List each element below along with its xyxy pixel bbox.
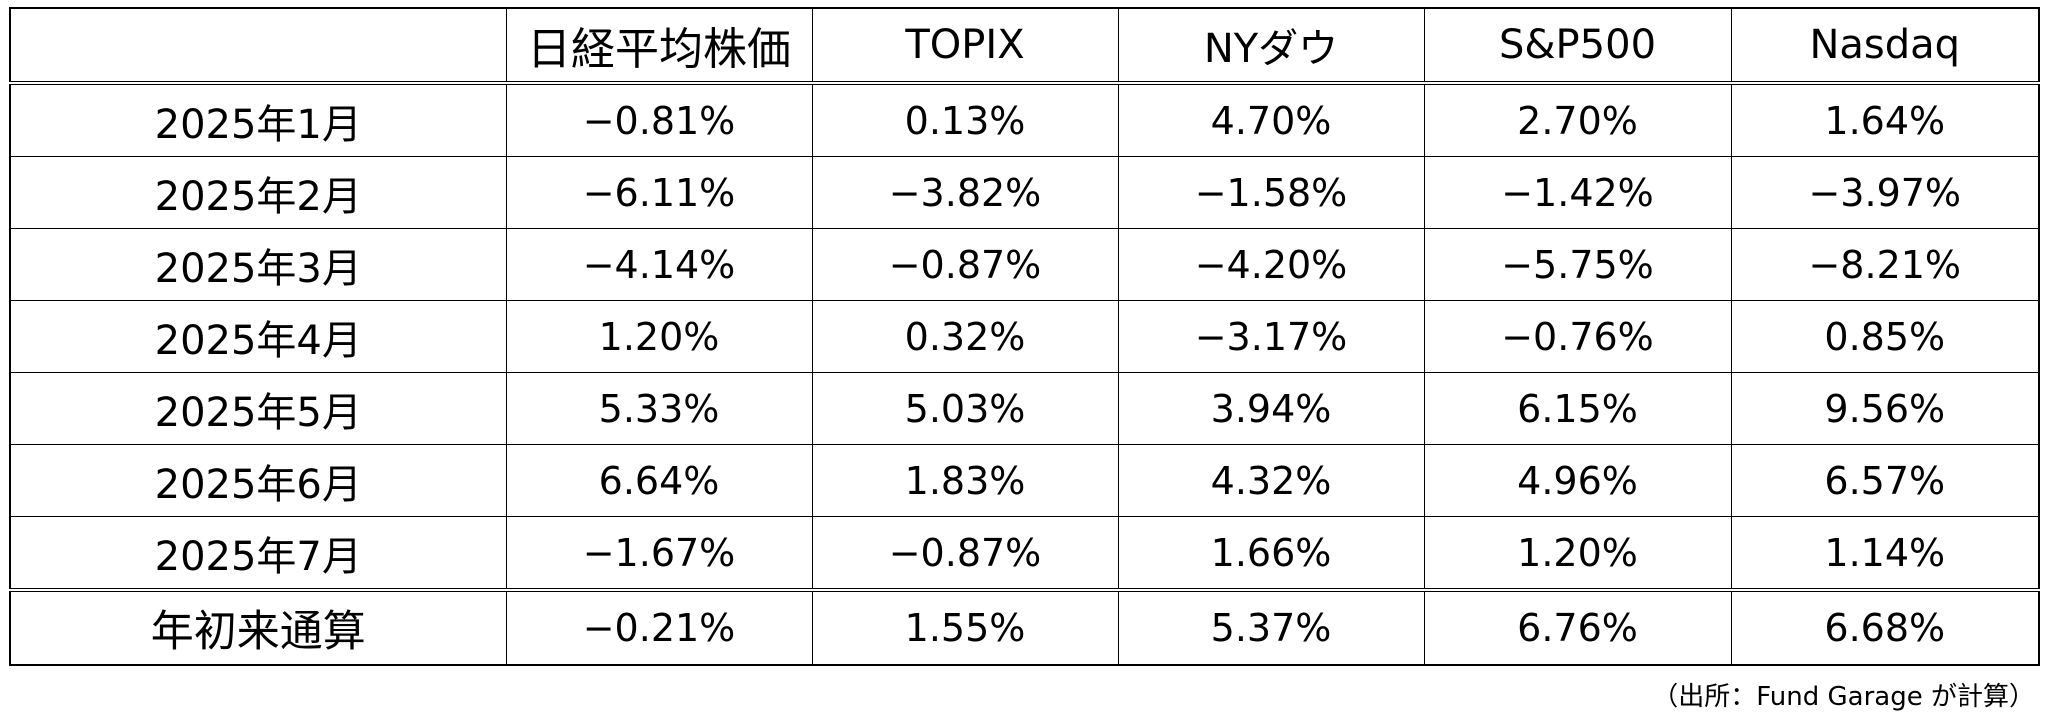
row-label: 2025年7月 <box>9 516 507 591</box>
header-sp500: S&P500 <box>1423 7 1732 84</box>
cell-ny-dow: 4.70% <box>1117 82 1425 157</box>
cell-nikkei: 6.64% <box>505 444 813 517</box>
cell-nasdaq: 9.56% <box>1730 372 2040 445</box>
cell-nasdaq: 0.85% <box>1730 300 2040 373</box>
row-label: 2025年5月 <box>9 372 507 445</box>
cell-sp500: −5.75% <box>1423 228 1732 301</box>
cell-ny-dow: −4.20% <box>1117 228 1425 301</box>
cell-topix: −0.87% <box>811 228 1119 301</box>
total-cell-ny-dow: 5.37% <box>1117 589 1425 666</box>
cell-topix: 0.13% <box>811 82 1119 157</box>
table-row: 2025年5月 5.33% 5.03% 3.94% 6.15% 9.56% <box>9 372 2040 445</box>
cell-sp500: 4.96% <box>1423 444 1732 517</box>
header-topix: TOPIX <box>811 7 1119 84</box>
cell-nasdaq: 1.64% <box>1730 82 2040 157</box>
cell-ny-dow: −1.58% <box>1117 156 1425 229</box>
header-nikkei: 日経平均株価 <box>505 7 813 84</box>
row-label: 2025年6月 <box>9 444 507 517</box>
total-row: 年初来通算 −0.21% 1.55% 5.37% 6.76% 6.68% <box>9 589 2040 666</box>
cell-nikkei: 5.33% <box>505 372 813 445</box>
cell-nikkei: 1.20% <box>505 300 813 373</box>
total-cell-sp500: 6.76% <box>1423 589 1732 666</box>
cell-ny-dow: 1.66% <box>1117 516 1425 591</box>
cell-nasdaq: −3.97% <box>1730 156 2040 229</box>
cell-topix: 0.32% <box>811 300 1119 373</box>
source-note: （出所：Fund Garage が計算） <box>1652 682 2035 712</box>
header-corner-cell <box>9 7 507 84</box>
row-label: 2025年2月 <box>9 156 507 229</box>
cell-ny-dow: 4.32% <box>1117 444 1425 517</box>
table-row: 2025年1月 −0.81% 0.13% 4.70% 2.70% 1.64% <box>9 82 2040 157</box>
cell-ny-dow: −3.17% <box>1117 300 1425 373</box>
row-label: 2025年1月 <box>9 82 507 157</box>
total-cell-nasdaq: 6.68% <box>1730 589 2040 666</box>
cell-nasdaq: 6.57% <box>1730 444 2040 517</box>
header-nasdaq: Nasdaq <box>1730 7 2040 84</box>
total-cell-topix: 1.55% <box>811 589 1119 666</box>
cell-nikkei: −4.14% <box>505 228 813 301</box>
returns-table-container: 日経平均株価 TOPIX NYダウ S&P500 Nasdaq 2025年1月 … <box>9 7 2040 666</box>
cell-nikkei: −6.11% <box>505 156 813 229</box>
table-row: 2025年4月 1.20% 0.32% −3.17% −0.76% 0.85% <box>9 300 2040 373</box>
cell-sp500: 6.15% <box>1423 372 1732 445</box>
cell-sp500: 1.20% <box>1423 516 1732 591</box>
row-label: 2025年3月 <box>9 228 507 301</box>
cell-sp500: −0.76% <box>1423 300 1732 373</box>
cell-sp500: 2.70% <box>1423 82 1732 157</box>
returns-table: 日経平均株価 TOPIX NYダウ S&P500 Nasdaq 2025年1月 … <box>9 7 2040 666</box>
table-row: 2025年2月 −6.11% −3.82% −1.58% −1.42% −3.9… <box>9 156 2040 229</box>
cell-nikkei: −1.67% <box>505 516 813 591</box>
cell-topix: 1.83% <box>811 444 1119 517</box>
table-header-row: 日経平均株価 TOPIX NYダウ S&P500 Nasdaq <box>9 7 2040 84</box>
total-cell-nikkei: −0.21% <box>505 589 813 666</box>
cell-ny-dow: 3.94% <box>1117 372 1425 445</box>
table-row: 2025年7月 −1.67% −0.87% 1.66% 1.20% 1.14% <box>9 516 2040 591</box>
cell-nikkei: −0.81% <box>505 82 813 157</box>
total-row-label: 年初来通算 <box>9 589 507 666</box>
cell-nasdaq: 1.14% <box>1730 516 2040 591</box>
table-row: 2025年6月 6.64% 1.83% 4.32% 4.96% 6.57% <box>9 444 2040 517</box>
cell-nasdaq: −8.21% <box>1730 228 2040 301</box>
cell-sp500: −1.42% <box>1423 156 1732 229</box>
table-row: 2025年3月 −4.14% −0.87% −4.20% −5.75% −8.2… <box>9 228 2040 301</box>
cell-topix: −3.82% <box>811 156 1119 229</box>
header-ny-dow: NYダウ <box>1117 7 1425 84</box>
row-label: 2025年4月 <box>9 300 507 373</box>
cell-topix: 5.03% <box>811 372 1119 445</box>
cell-topix: −0.87% <box>811 516 1119 591</box>
